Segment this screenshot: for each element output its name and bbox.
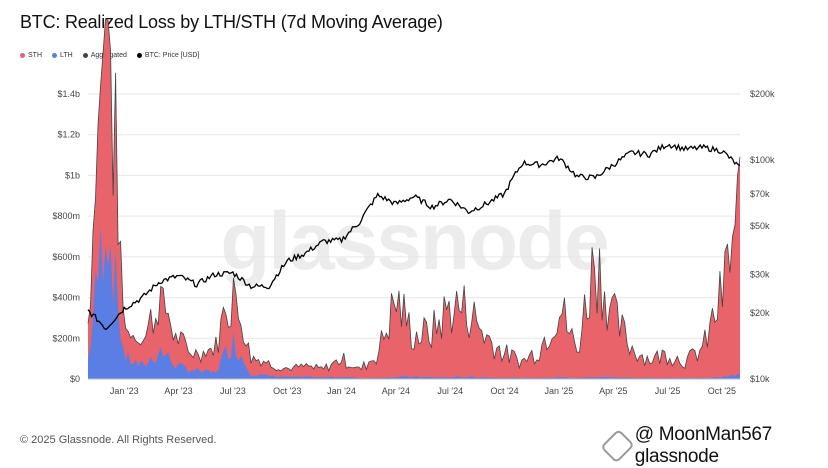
- y-left-tick-label: $200m: [52, 333, 80, 343]
- x-tick-label: Apr '24: [382, 386, 410, 396]
- price-swatch-icon: [136, 53, 142, 58]
- legend-item-sth[interactable]: STH: [20, 52, 42, 59]
- lth-area: [88, 225, 740, 379]
- x-tick-label: Jul '24: [437, 386, 463, 396]
- aggregated-line: [87, 17, 741, 372]
- y-left-tick-label: $0: [70, 374, 80, 384]
- x-tick-label: Jul '23: [220, 386, 246, 396]
- y-left-tick-label: $800m: [52, 211, 80, 221]
- y-right-tick-label: $50k: [750, 221, 770, 231]
- btc-price-line: [87, 143, 741, 331]
- x-tick-label: Jan '23: [110, 386, 139, 396]
- aggregated-swatch-icon: [82, 53, 88, 58]
- x-tick-label: Oct '24: [490, 386, 518, 396]
- legend-label-price: BTC: Price [USD]: [144, 52, 200, 59]
- y-right-tick-label: $10k: [750, 374, 770, 384]
- corner-watermark-text: @ MoonMan567 glassnode: [634, 424, 772, 467]
- x-tick-label: Oct '25: [708, 386, 736, 396]
- y-right-tick-label: $70k: [750, 189, 770, 199]
- sth-swatch-icon: [20, 53, 25, 58]
- x-tick-label: Oct '23: [273, 386, 301, 396]
- y-right-tick-label: $100k: [750, 155, 775, 165]
- x-tick-label: Apr '25: [599, 386, 627, 396]
- y-left-tick-label: $1.2b: [57, 130, 80, 140]
- copyright-footer: © 2025 Glassnode. All Rights Reserved.: [20, 434, 217, 446]
- x-tick-label: Apr '23: [164, 386, 192, 396]
- legend-label-lth: LTH: [60, 52, 73, 59]
- moonman-logo-icon: [600, 428, 635, 464]
- y-left-tick-label: $400m: [52, 293, 80, 303]
- chart-title: BTC: Realized Loss by LTH/STH (7d Moving…: [20, 12, 443, 32]
- corner-watermark: @ MoonMan567 glassnode: [600, 424, 828, 468]
- x-tick-label: Jan '24: [327, 386, 356, 396]
- y-left-tick-label: $600m: [52, 252, 80, 262]
- x-tick-label: Jan '25: [545, 386, 574, 396]
- sth-area: [88, 18, 740, 380]
- legend-item-lth[interactable]: LTH: [52, 52, 73, 59]
- y-left-tick-label: $1.4b: [57, 89, 80, 99]
- y-right-tick-label: $30k: [750, 269, 770, 279]
- x-tick-label: Jul '25: [655, 386, 681, 396]
- y-left-tick-label: $1b: [65, 170, 80, 180]
- lth-swatch-icon: [52, 53, 57, 58]
- y-right-tick-label: $20k: [750, 308, 770, 318]
- legend-item-price[interactable]: BTC: Price [USD]: [136, 52, 200, 59]
- y-right-tick-label: $200k: [750, 89, 775, 99]
- legend-label-sth: STH: [28, 52, 42, 59]
